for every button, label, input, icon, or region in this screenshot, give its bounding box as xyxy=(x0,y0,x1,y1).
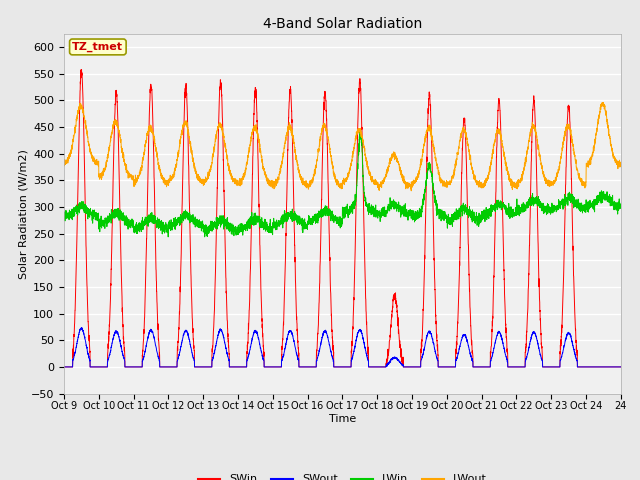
SWout xyxy=(364,355,371,360)
LWin xyxy=(364,203,371,209)
SWin xyxy=(393,308,401,314)
Text: TZ_tmet: TZ_tmet xyxy=(72,42,124,52)
LWin xyxy=(617,201,625,207)
SWin xyxy=(60,364,68,370)
LWin xyxy=(537,204,545,209)
SWin xyxy=(617,364,625,370)
Y-axis label: Solar Radiation (W/m2): Solar Radiation (W/m2) xyxy=(18,149,28,278)
SWin xyxy=(537,332,545,337)
SWin xyxy=(495,100,503,106)
LWin xyxy=(523,200,531,205)
LWout xyxy=(617,162,625,168)
SWout xyxy=(176,349,184,355)
SWout xyxy=(523,354,531,360)
LWin xyxy=(356,128,364,133)
Line: LWout: LWout xyxy=(64,102,621,191)
LWout xyxy=(523,151,531,157)
SWin xyxy=(77,67,85,72)
Line: SWin: SWin xyxy=(64,70,621,367)
LWout xyxy=(393,155,401,161)
LWin xyxy=(176,219,184,225)
Line: SWout: SWout xyxy=(64,328,621,367)
Legend: SWin, SWout, LWin, LWout: SWin, SWout, LWin, LWout xyxy=(194,470,491,480)
SWout xyxy=(495,329,503,335)
SWout xyxy=(393,355,401,361)
LWin xyxy=(495,205,503,211)
SWout xyxy=(537,353,545,359)
SWin xyxy=(523,336,531,342)
X-axis label: Time: Time xyxy=(329,414,356,424)
LWin xyxy=(393,202,401,208)
SWout xyxy=(78,325,86,331)
LWout xyxy=(495,131,503,137)
Line: LWin: LWin xyxy=(64,131,621,237)
SWout xyxy=(617,364,625,370)
LWout xyxy=(175,143,183,149)
LWout xyxy=(60,160,68,166)
LWout xyxy=(537,160,545,166)
LWout xyxy=(363,158,371,164)
Title: 4-Band Solar Radiation: 4-Band Solar Radiation xyxy=(263,17,422,31)
SWin xyxy=(364,332,371,338)
LWout xyxy=(598,99,606,105)
LWin xyxy=(164,234,172,240)
SWout xyxy=(60,364,68,370)
LWin xyxy=(60,216,68,222)
SWin xyxy=(176,311,184,317)
LWout xyxy=(408,188,415,194)
